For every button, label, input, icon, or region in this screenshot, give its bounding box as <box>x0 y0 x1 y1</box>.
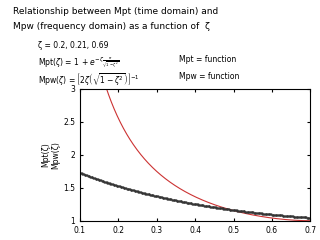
Text: ζ = 0.2, 0.21, 0.69: ζ = 0.2, 0.21, 0.69 <box>38 41 109 50</box>
Text: Mpw($\zeta$) = $\left[2\zeta\left(\sqrt{1-\zeta^2}\right)\right]^{-1}$: Mpw($\zeta$) = $\left[2\zeta\left(\sqrt{… <box>38 72 140 89</box>
Text: Relationship between Mpt (time domain) and: Relationship between Mpt (time domain) a… <box>13 7 218 16</box>
Text: Mpt($\zeta$) = 1 + $e^{-\zeta\frac{\pi}{\sqrt{1-\zeta^2}}}$: Mpt($\zeta$) = 1 + $e^{-\zeta\frac{\pi}{… <box>38 55 120 70</box>
Text: Mpw = function: Mpw = function <box>179 72 240 81</box>
Text: Mpt = function: Mpt = function <box>179 55 236 64</box>
Y-axis label: Mpt(ζ)
Mpw(ζ): Mpt(ζ) Mpw(ζ) <box>41 141 60 169</box>
Text: Mpw (frequency domain) as a function of  ζ: Mpw (frequency domain) as a function of … <box>13 22 210 30</box>
